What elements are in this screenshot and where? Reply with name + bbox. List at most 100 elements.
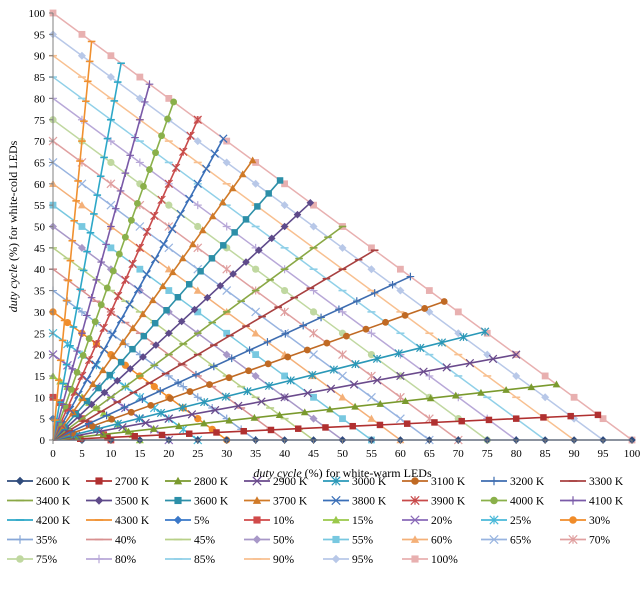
data-point	[145, 80, 154, 88]
data-point	[164, 265, 173, 273]
legend-label: 2900 K	[273, 476, 308, 488]
legend-label: 3700 K	[273, 496, 308, 508]
data-point	[104, 434, 111, 441]
data-point	[100, 388, 109, 397]
data-point	[186, 430, 193, 437]
legend-label: 3900 K	[431, 496, 466, 508]
x-axis-title-italic: duty cycle	[253, 466, 302, 480]
legend-label: 10%	[273, 515, 295, 527]
data-point	[83, 397, 91, 405]
data-point	[331, 515, 341, 524]
data-point	[599, 415, 607, 423]
data-point	[74, 390, 83, 400]
y-tick-label: 0	[40, 435, 46, 447]
legend-label: 3000 K	[352, 476, 387, 488]
legend-item: 80%	[86, 554, 137, 566]
legend-label: 3600 K	[194, 496, 229, 508]
data-point	[119, 338, 127, 346]
x-tick-label: 15	[134, 448, 146, 460]
legend-item: 4000 K	[481, 496, 545, 508]
data-point	[84, 355, 94, 365]
data-point	[410, 495, 420, 506]
data-point	[281, 329, 290, 338]
data-point	[502, 386, 510, 393]
data-point	[85, 335, 93, 343]
data-point	[490, 496, 498, 505]
data-point	[570, 393, 578, 401]
data-point	[113, 376, 122, 385]
legend-label: 90%	[273, 554, 295, 566]
data-point	[106, 371, 113, 379]
data-point	[88, 422, 96, 430]
data-point	[208, 212, 217, 220]
series-cct-3300K	[52, 249, 379, 441]
data-point	[367, 414, 376, 422]
data-point	[410, 535, 420, 543]
y-axis-title-rest: (%) for white-cold LEDs	[6, 140, 20, 264]
data-point	[193, 201, 202, 210]
data-point	[421, 305, 429, 312]
y-tick-label: 45	[34, 243, 46, 255]
x-tick-label: 75	[482, 448, 494, 460]
legend-item: 90%	[244, 554, 295, 566]
legend-label: 55%	[352, 535, 374, 547]
data-point	[82, 311, 91, 320]
data-point	[229, 270, 237, 278]
data-point	[164, 179, 174, 189]
data-point	[225, 374, 233, 382]
data-point	[156, 387, 165, 395]
data-point	[193, 115, 202, 124]
data-point	[121, 275, 130, 285]
data-point	[569, 516, 577, 524]
data-point	[228, 184, 237, 192]
legend-label: 4200 K	[36, 515, 71, 527]
data-point	[102, 240, 110, 249]
data-point	[149, 296, 157, 304]
data-point	[220, 242, 227, 249]
data-point	[382, 318, 389, 326]
data-point	[141, 418, 150, 428]
legend-item: 45%	[165, 535, 216, 547]
legend-label: 85%	[194, 554, 216, 566]
data-point	[248, 156, 257, 164]
data-point	[376, 421, 384, 429]
data-point	[367, 392, 376, 402]
data-point	[99, 430, 108, 438]
data-point	[309, 328, 318, 338]
legend-label: 25%	[510, 515, 532, 527]
data-point	[186, 281, 193, 288]
x-tick-label: 25	[192, 448, 204, 460]
data-point	[303, 388, 312, 398]
x-tick-label: 55	[366, 448, 378, 460]
y-tick-label: 70	[34, 136, 46, 148]
data-point	[480, 327, 490, 336]
data-point	[395, 392, 405, 402]
data-point	[335, 305, 343, 314]
data-point	[410, 515, 420, 525]
legend-item: 30%	[560, 515, 611, 527]
data-point	[281, 180, 288, 188]
data-point	[142, 227, 152, 237]
data-point	[116, 187, 125, 195]
data-point	[512, 371, 521, 380]
legend-item: 2800 K	[165, 476, 229, 488]
data-point	[200, 419, 208, 427]
data-point	[136, 115, 144, 124]
data-point	[150, 211, 159, 221]
series-cct-4300K	[51, 40, 96, 441]
data-point	[442, 363, 451, 372]
data-point	[91, 318, 99, 326]
legend-item: 85%	[165, 554, 216, 566]
data-point	[136, 265, 144, 273]
data-point	[489, 476, 499, 486]
data-point	[99, 323, 108, 333]
data-point	[78, 329, 86, 338]
data-point	[109, 352, 117, 360]
data-point	[164, 115, 172, 123]
data-point	[225, 416, 234, 424]
y-tick-label: 5	[40, 414, 46, 426]
y-axis-title-italic: duty cycle	[6, 263, 20, 312]
data-point	[210, 362, 218, 371]
data-point	[231, 229, 238, 236]
data-point	[210, 405, 220, 415]
